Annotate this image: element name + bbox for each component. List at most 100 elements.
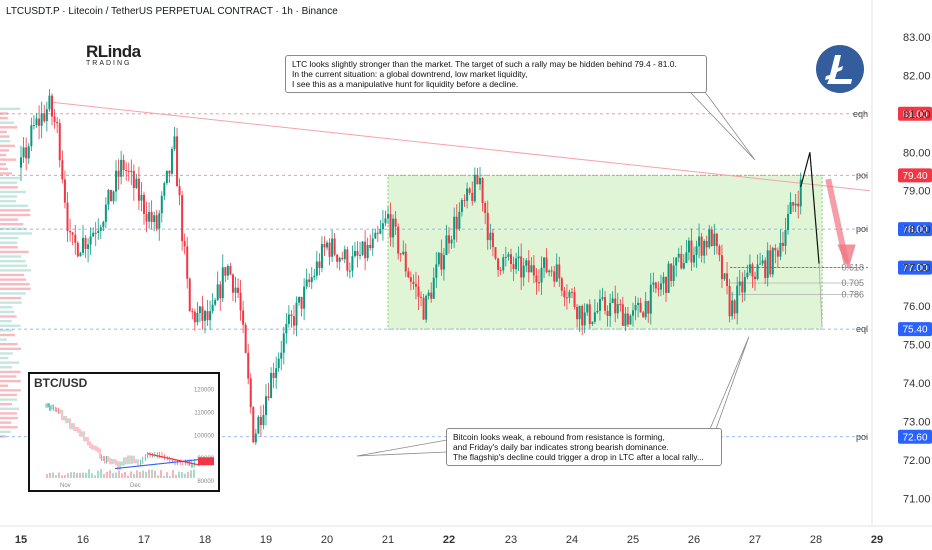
candle-body <box>680 253 683 269</box>
volume-profile-bar <box>0 107 21 111</box>
candle-body <box>140 194 143 201</box>
candle-body <box>713 233 716 247</box>
candle-body <box>148 212 151 222</box>
candle-body <box>746 272 749 277</box>
candle-body <box>756 264 759 280</box>
volume-profile-bar <box>0 398 18 401</box>
volume-profile-bar <box>0 250 29 254</box>
candle-body <box>548 270 551 273</box>
candle-body <box>417 286 420 297</box>
candle-body <box>611 298 614 303</box>
candle-body <box>336 254 339 262</box>
candle-body <box>84 237 87 249</box>
volume-profile-bar <box>0 190 26 194</box>
candle-body <box>736 285 739 314</box>
candle-body <box>789 202 792 214</box>
candle-body <box>769 250 772 275</box>
candle-body <box>305 279 308 287</box>
x-tick-label: 27 <box>749 534 761 546</box>
projection-path <box>800 152 856 328</box>
candle-body <box>733 300 736 314</box>
fib-label: 0.618 <box>841 263 864 273</box>
candle-body <box>486 212 489 241</box>
candle-body <box>145 213 148 222</box>
callout-pointer-bottom <box>709 336 750 430</box>
candle-body <box>135 178 138 189</box>
level-price-tag-text: 75.40 <box>902 325 927 336</box>
inset-volume-bar <box>193 469 195 478</box>
candle-body <box>399 253 402 255</box>
level-price-tag <box>898 168 932 183</box>
candle-body <box>476 174 479 185</box>
candle-body <box>275 368 278 378</box>
inset-x-tick: Nov <box>60 483 71 489</box>
candle-body <box>771 247 774 275</box>
candle-body <box>132 170 135 189</box>
inset-volume-bar <box>46 474 48 478</box>
candle-body <box>642 312 645 318</box>
candle-body <box>445 235 448 256</box>
candle-body <box>384 218 387 224</box>
inset-volume-bar <box>154 470 156 478</box>
inset-y-tick: 110000 <box>194 410 214 416</box>
inset-volume-bar <box>79 472 81 478</box>
candle-body <box>338 257 341 262</box>
candle-body <box>639 302 642 313</box>
candle-body <box>766 250 769 278</box>
candle-body <box>323 243 326 248</box>
candle-body <box>460 200 463 212</box>
inset-volume-bar <box>133 473 135 478</box>
candle-body <box>40 113 43 126</box>
candle-body <box>308 279 311 283</box>
candle-body <box>797 203 800 207</box>
candle-body <box>231 274 234 293</box>
candle-body <box>249 378 252 408</box>
inset-volume-bar <box>88 469 90 478</box>
current-price-tag-text: 77.00 <box>902 263 927 274</box>
candle-body <box>512 264 515 270</box>
candle-body <box>652 282 655 285</box>
candle-body <box>601 297 604 299</box>
candle-body <box>568 291 571 298</box>
candle-body <box>280 352 283 359</box>
candle-body <box>74 234 77 243</box>
candle-body <box>300 296 303 309</box>
candle-body <box>571 291 573 293</box>
candle-body <box>754 276 756 280</box>
volume-profile-bar <box>0 338 7 341</box>
candle-body <box>799 179 802 207</box>
level-label: poi <box>856 432 868 442</box>
candle-body <box>176 136 179 187</box>
candle-body <box>331 238 334 257</box>
candle-body <box>555 264 558 282</box>
candle-body <box>583 312 586 326</box>
candle-body <box>700 236 703 256</box>
inset-volume-bar <box>184 473 186 478</box>
candle-body <box>586 304 589 313</box>
candle-body <box>718 246 721 256</box>
y-tick-label: 76.00 <box>903 301 931 313</box>
y-tick-label: 80.00 <box>903 147 931 159</box>
candle-body <box>193 311 196 323</box>
candle-body <box>698 236 701 247</box>
candle-body <box>609 302 612 316</box>
volume-profile-bar <box>0 361 20 364</box>
candle-body <box>565 297 568 299</box>
candle-body <box>204 311 206 321</box>
candle-body <box>351 256 354 271</box>
inset-volume-bar <box>139 471 141 478</box>
candle-body <box>563 290 566 298</box>
level-label: eql <box>856 324 868 334</box>
candle-body <box>693 254 695 263</box>
candle-body <box>102 221 105 228</box>
candle-body <box>201 306 204 321</box>
volume-profile-bar <box>0 283 30 286</box>
candle-body <box>685 252 688 263</box>
volume-profile-bar <box>0 195 18 198</box>
candle-body <box>604 297 607 311</box>
candle-body <box>320 243 323 268</box>
y-tick-label: 71.00 <box>903 493 931 505</box>
candle-body <box>591 321 594 324</box>
candles <box>20 89 802 445</box>
